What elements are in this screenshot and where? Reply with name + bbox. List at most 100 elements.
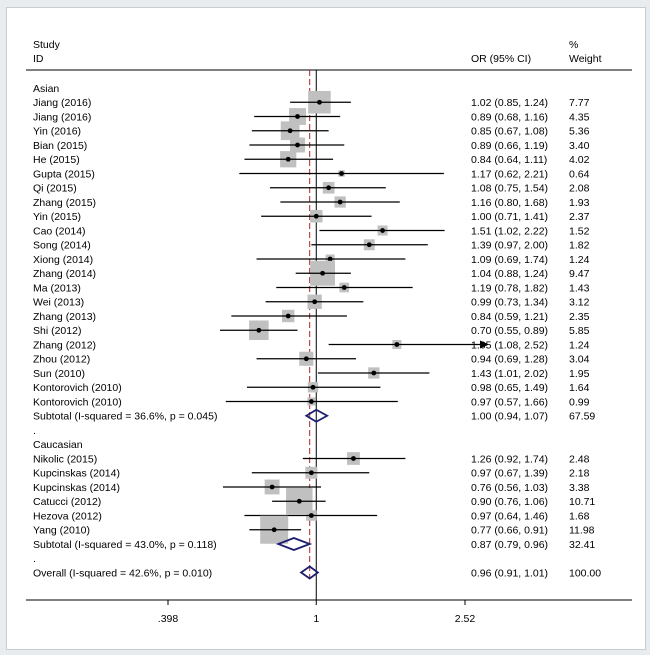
or-ci-text: 0.77 (0.66, 0.91) bbox=[471, 525, 548, 537]
point-estimate bbox=[295, 142, 300, 148]
study-label: Zhang (2015) bbox=[33, 197, 96, 209]
weight-text: 2.37 bbox=[569, 211, 590, 223]
or-ci-text: 0.89 (0.68, 1.16) bbox=[471, 111, 548, 123]
header-pct: % bbox=[569, 39, 578, 51]
weight-text: 5.36 bbox=[569, 126, 590, 138]
or-ci-text: 0.90 (0.76, 1.06) bbox=[471, 496, 548, 508]
or-ci-text: 1.00 (0.71, 1.41) bbox=[471, 211, 548, 223]
weight-text: 1.82 bbox=[569, 240, 590, 252]
weight-text: 0.64 bbox=[569, 168, 590, 180]
ci-arrow bbox=[480, 340, 489, 349]
point-estimate bbox=[320, 270, 325, 276]
point-estimate bbox=[380, 228, 385, 233]
or-ci-text: 1.26 (0.92, 1.74) bbox=[471, 453, 548, 465]
weight-text: 2.08 bbox=[569, 183, 590, 195]
or-ci-text: 0.99 (0.73, 1.34) bbox=[471, 297, 548, 309]
or-ci-text: 1.43 (1.01, 2.02) bbox=[471, 368, 548, 380]
or-ci-text: 0.97 (0.57, 1.66) bbox=[471, 396, 548, 408]
weight-text: 11.98 bbox=[569, 525, 595, 537]
pooled-diamond bbox=[304, 408, 330, 423]
weight-text: 1.52 bbox=[569, 225, 590, 237]
weight-text: 2.48 bbox=[569, 453, 590, 465]
study-label: Zhang (2012) bbox=[33, 339, 96, 351]
header-label: Caucasian bbox=[33, 439, 83, 451]
or-ci-text: 0.87 (0.79, 0.96) bbox=[471, 539, 548, 551]
study-label: Wei (2013) bbox=[33, 297, 84, 309]
weight-text: 4.02 bbox=[569, 154, 590, 166]
study-label: Yin (2015) bbox=[33, 211, 81, 223]
weight-text: 1.24 bbox=[569, 254, 590, 266]
or-ci-text: 1.16 (0.80, 1.68) bbox=[471, 197, 548, 209]
study-label: Shi (2012) bbox=[33, 325, 81, 337]
pooled-diamond bbox=[299, 565, 320, 580]
weight-text: 0.99 bbox=[569, 396, 590, 408]
plot-frame: Study ID OR (95% CI) % Weight Asian Jiang… bbox=[6, 7, 646, 650]
study-label: Zhang (2014) bbox=[33, 268, 96, 280]
study-label: Yang (2010) bbox=[33, 525, 90, 537]
forest-plot: Study ID OR (95% CI) % Weight Asian Jiang… bbox=[26, 39, 632, 625]
header-weight: Weight bbox=[569, 53, 602, 65]
x-tick-label: .398 bbox=[158, 613, 179, 625]
point-estimate bbox=[285, 313, 291, 319]
x-tick-label: 1 bbox=[313, 613, 319, 625]
study-label: Gupta (2015) bbox=[33, 168, 95, 180]
x-tick-label: 2.52 bbox=[455, 613, 476, 625]
study-label: Qi (2015) bbox=[33, 183, 77, 195]
or-ci-text: 1.04 (0.88, 1.24) bbox=[471, 268, 548, 280]
or-ci-text: 0.97 (0.64, 1.46) bbox=[471, 510, 548, 522]
header-label: Asian bbox=[33, 83, 59, 95]
weight-text: 1.68 bbox=[569, 510, 590, 522]
or-ci-text: 1.02 (0.85, 1.24) bbox=[471, 97, 548, 109]
study-label: Zhou (2012) bbox=[33, 354, 90, 366]
study-label: Sun (2010) bbox=[33, 368, 85, 380]
or-ci-text: 1.09 (0.69, 1.74) bbox=[471, 254, 548, 266]
or-ci-text: 1.08 (0.75, 1.54) bbox=[471, 183, 548, 195]
weight-text: 32.41 bbox=[569, 539, 595, 551]
study-label: Xiong (2014) bbox=[33, 254, 93, 266]
weight-text: 67.59 bbox=[569, 411, 595, 423]
study-label: Jiang (2016) bbox=[33, 97, 91, 109]
point-estimate bbox=[371, 370, 377, 376]
or-ci-text: 1.00 (0.94, 1.07) bbox=[471, 411, 548, 423]
study-label: Hezova (2012) bbox=[33, 510, 102, 522]
header-study: Study bbox=[33, 39, 61, 51]
study-label: Zhang (2013) bbox=[33, 311, 96, 323]
subtotal-label: Subtotal (I-squared = 43.0%, p = 0.118) bbox=[33, 539, 217, 551]
study-label: Yin (2016) bbox=[33, 126, 81, 138]
weight-text: 1.64 bbox=[569, 382, 590, 394]
or-ci-text: 0.70 (0.55, 0.89) bbox=[471, 325, 548, 337]
point-estimate bbox=[256, 327, 262, 333]
weight-text: 1.43 bbox=[569, 282, 590, 294]
or-ci-text: 0.98 (0.65, 1.49) bbox=[471, 382, 548, 394]
point-estimate bbox=[296, 498, 302, 504]
or-ci-text: 1.65 (1.08, 2.52) bbox=[471, 339, 548, 351]
weight-text: 2.18 bbox=[569, 468, 590, 480]
point-estimate bbox=[313, 213, 319, 219]
or-ci-text: 0.96 (0.91, 1.01) bbox=[471, 567, 548, 579]
point-estimate bbox=[308, 399, 314, 404]
point-estimate bbox=[287, 128, 293, 134]
or-ci-text: 0.76 (0.56, 1.03) bbox=[471, 482, 548, 494]
point-estimate bbox=[285, 156, 291, 162]
point-estimate bbox=[394, 342, 400, 347]
header-id: ID bbox=[33, 53, 44, 65]
pooled-diamond bbox=[275, 537, 313, 551]
point-estimate bbox=[327, 256, 333, 262]
study-label: Song (2014) bbox=[33, 240, 91, 252]
study-label: He (2015) bbox=[33, 154, 80, 166]
point-estimate bbox=[312, 299, 318, 305]
weight-text: 9.47 bbox=[569, 268, 590, 280]
study-label: Cao (2014) bbox=[33, 225, 86, 237]
subtotal-label: Subtotal (I-squared = 36.6%, p = 0.045) bbox=[33, 411, 217, 423]
or-ci-text: 0.85 (0.67, 1.08) bbox=[471, 126, 548, 138]
subtotal-label: Overall (I-squared = 42.6%, p = 0.010) bbox=[33, 567, 212, 579]
point-estimate bbox=[366, 242, 372, 248]
point-estimate bbox=[308, 513, 314, 518]
study-label: Nikolic (2015) bbox=[33, 453, 97, 465]
or-ci-text: 0.89 (0.66, 1.19) bbox=[471, 140, 548, 152]
or-ci-text: 1.39 (0.97, 2.00) bbox=[471, 240, 548, 252]
weight-text: 7.77 bbox=[569, 97, 590, 109]
weight-text: 1.93 bbox=[569, 197, 590, 209]
weight-text: 4.35 bbox=[569, 111, 590, 123]
point-estimate bbox=[351, 456, 356, 461]
